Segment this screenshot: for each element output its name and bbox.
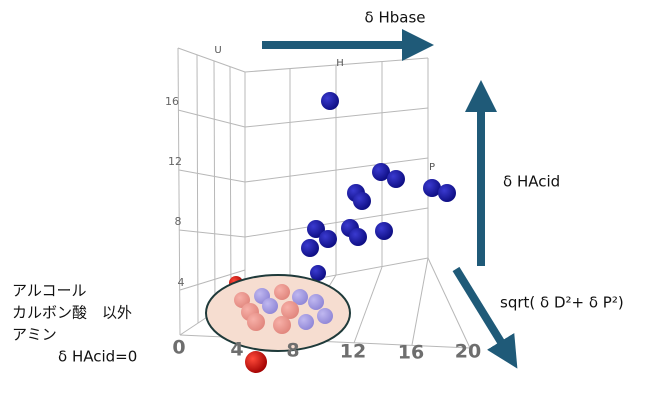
x-tick-label: 20	[455, 341, 481, 363]
x-tick-label: 0	[172, 337, 185, 359]
y-tick-label: 8	[175, 215, 182, 228]
axis-label: U	[214, 45, 221, 56]
axis-label: P	[429, 162, 435, 173]
annotation: δ HAcid=0	[58, 348, 137, 366]
arrows	[262, 29, 518, 369]
y-tick-label: 16	[165, 95, 179, 108]
annotation: アミン	[12, 326, 57, 344]
annotation: δ Hbase	[365, 9, 426, 27]
x-tick-label: 16	[398, 342, 424, 364]
annotation: sqrt( δ D²+ δ P²)	[500, 294, 624, 312]
x-tick-label: 8	[286, 340, 299, 362]
y-tick-label: 12	[168, 155, 182, 168]
x-tick-label: 12	[340, 341, 366, 363]
annotation: カルボン酸 以外	[12, 304, 132, 322]
annotation: アルコール	[12, 282, 87, 300]
points-in-group	[234, 284, 333, 334]
axis-label: H	[336, 58, 344, 69]
y-tick-label: 4	[178, 276, 185, 289]
x-tick-label: 4	[230, 339, 243, 361]
points	[229, 92, 456, 290]
point	[245, 351, 267, 373]
annotation: δ HAcid	[503, 173, 560, 191]
